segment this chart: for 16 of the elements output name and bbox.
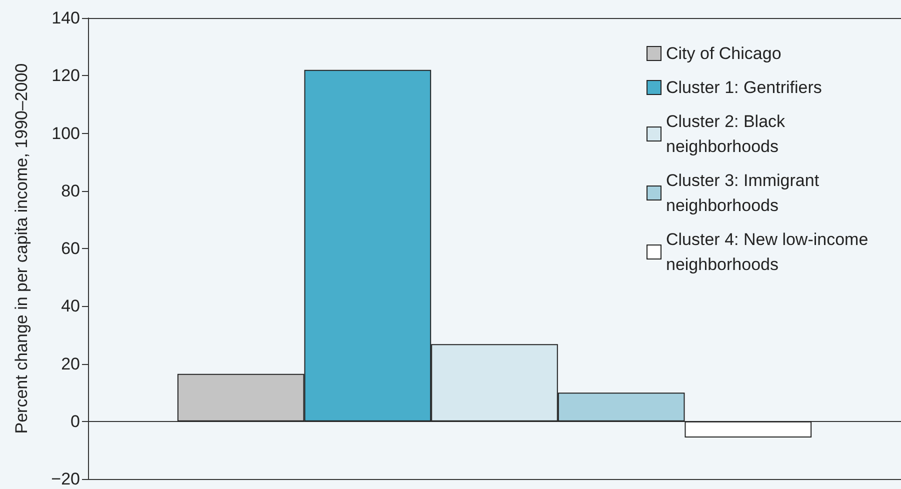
- y-tick-label: 120: [52, 66, 80, 86]
- y-tick-label: −20: [51, 470, 80, 488]
- y-tick-label: 80: [61, 181, 80, 200]
- y-axis-title: Percent change in per capita income, 1990–2000: [12, 63, 31, 434]
- legend-label: Cluster 2: Black neighborhoods: [666, 112, 790, 156]
- legend-label: Cluster 4: New low-income neighborhoods: [666, 230, 873, 274]
- legend-label: Cluster 1: Gentrifiers: [666, 78, 822, 97]
- y-tick-label: 140: [52, 8, 80, 28]
- bar: [684, 421, 812, 438]
- legend-label: Cluster 3: Immigrant neighborhoods: [666, 171, 824, 215]
- y-tick-label: 20: [61, 354, 80, 374]
- y-tick-label: 100: [52, 124, 80, 143]
- legend-label: City of Chicago: [666, 44, 782, 63]
- y-tick-label: 0: [70, 412, 80, 431]
- y-tick-label: 60: [61, 239, 80, 258]
- y-tick-label: 40: [61, 296, 80, 316]
